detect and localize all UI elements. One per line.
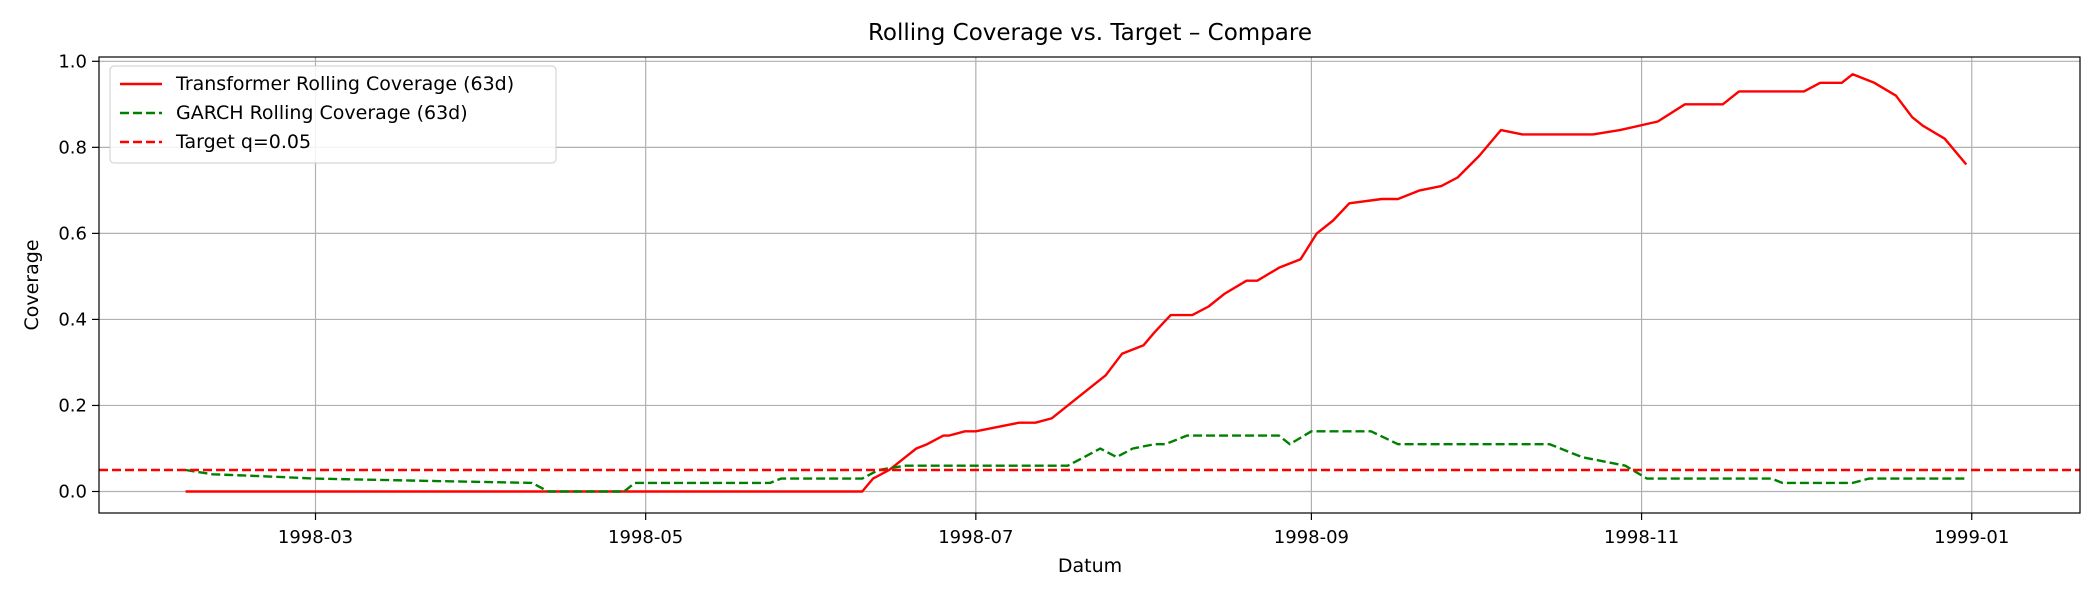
y-axis-title: Coverage xyxy=(21,239,43,330)
ticks-layer: 1998-03 1998-05 1998-07 1998-09 1998-11 1999-… xyxy=(58,51,2009,548)
x-tick-label: 1998-05 xyxy=(608,527,683,548)
y-tick-label: 0.8 xyxy=(58,137,87,158)
chart-title: Rolling Coverage vs. Target – Compare xyxy=(868,20,1312,46)
x-tick-label: 1998-03 xyxy=(278,527,353,548)
y-tick-label: 0.0 xyxy=(58,481,87,502)
legend-label: GARCH Rolling Coverage (63d) xyxy=(176,102,468,124)
y-tick-label: 0.2 xyxy=(58,395,87,416)
x-tick-label: 1998-07 xyxy=(938,527,1013,548)
legend-label: Target q=0.05 xyxy=(175,131,311,153)
series-layer xyxy=(99,72,2080,493)
legend-item-transformer: Transformer Rolling Coverage (63d) xyxy=(120,73,514,95)
legend-box xyxy=(109,65,557,164)
x-tick-label: 1998-11 xyxy=(1604,527,1679,548)
y-tick-label: 0.4 xyxy=(58,309,87,330)
legend-label: Transformer Rolling Coverage (63d) xyxy=(175,73,514,95)
y-tick-label: 1.0 xyxy=(58,51,87,72)
x-tick-label: 1999-01 xyxy=(1934,527,2009,548)
plot-area-frame xyxy=(98,56,2081,514)
transformer-coverage-line xyxy=(185,72,1968,493)
legend-item-garch: GARCH Rolling Coverage (63d) xyxy=(120,102,468,124)
x-tick-label: 1998-09 xyxy=(1274,527,1349,548)
legend: Transformer Rolling Coverage (63d) GARCH … xyxy=(109,65,557,164)
y-tick-label: 0.6 xyxy=(58,223,87,244)
legend-item-target: Target q=0.05 xyxy=(120,131,311,153)
x-axis-title: Datum xyxy=(1058,555,1122,577)
garch-coverage-line xyxy=(185,430,1967,493)
